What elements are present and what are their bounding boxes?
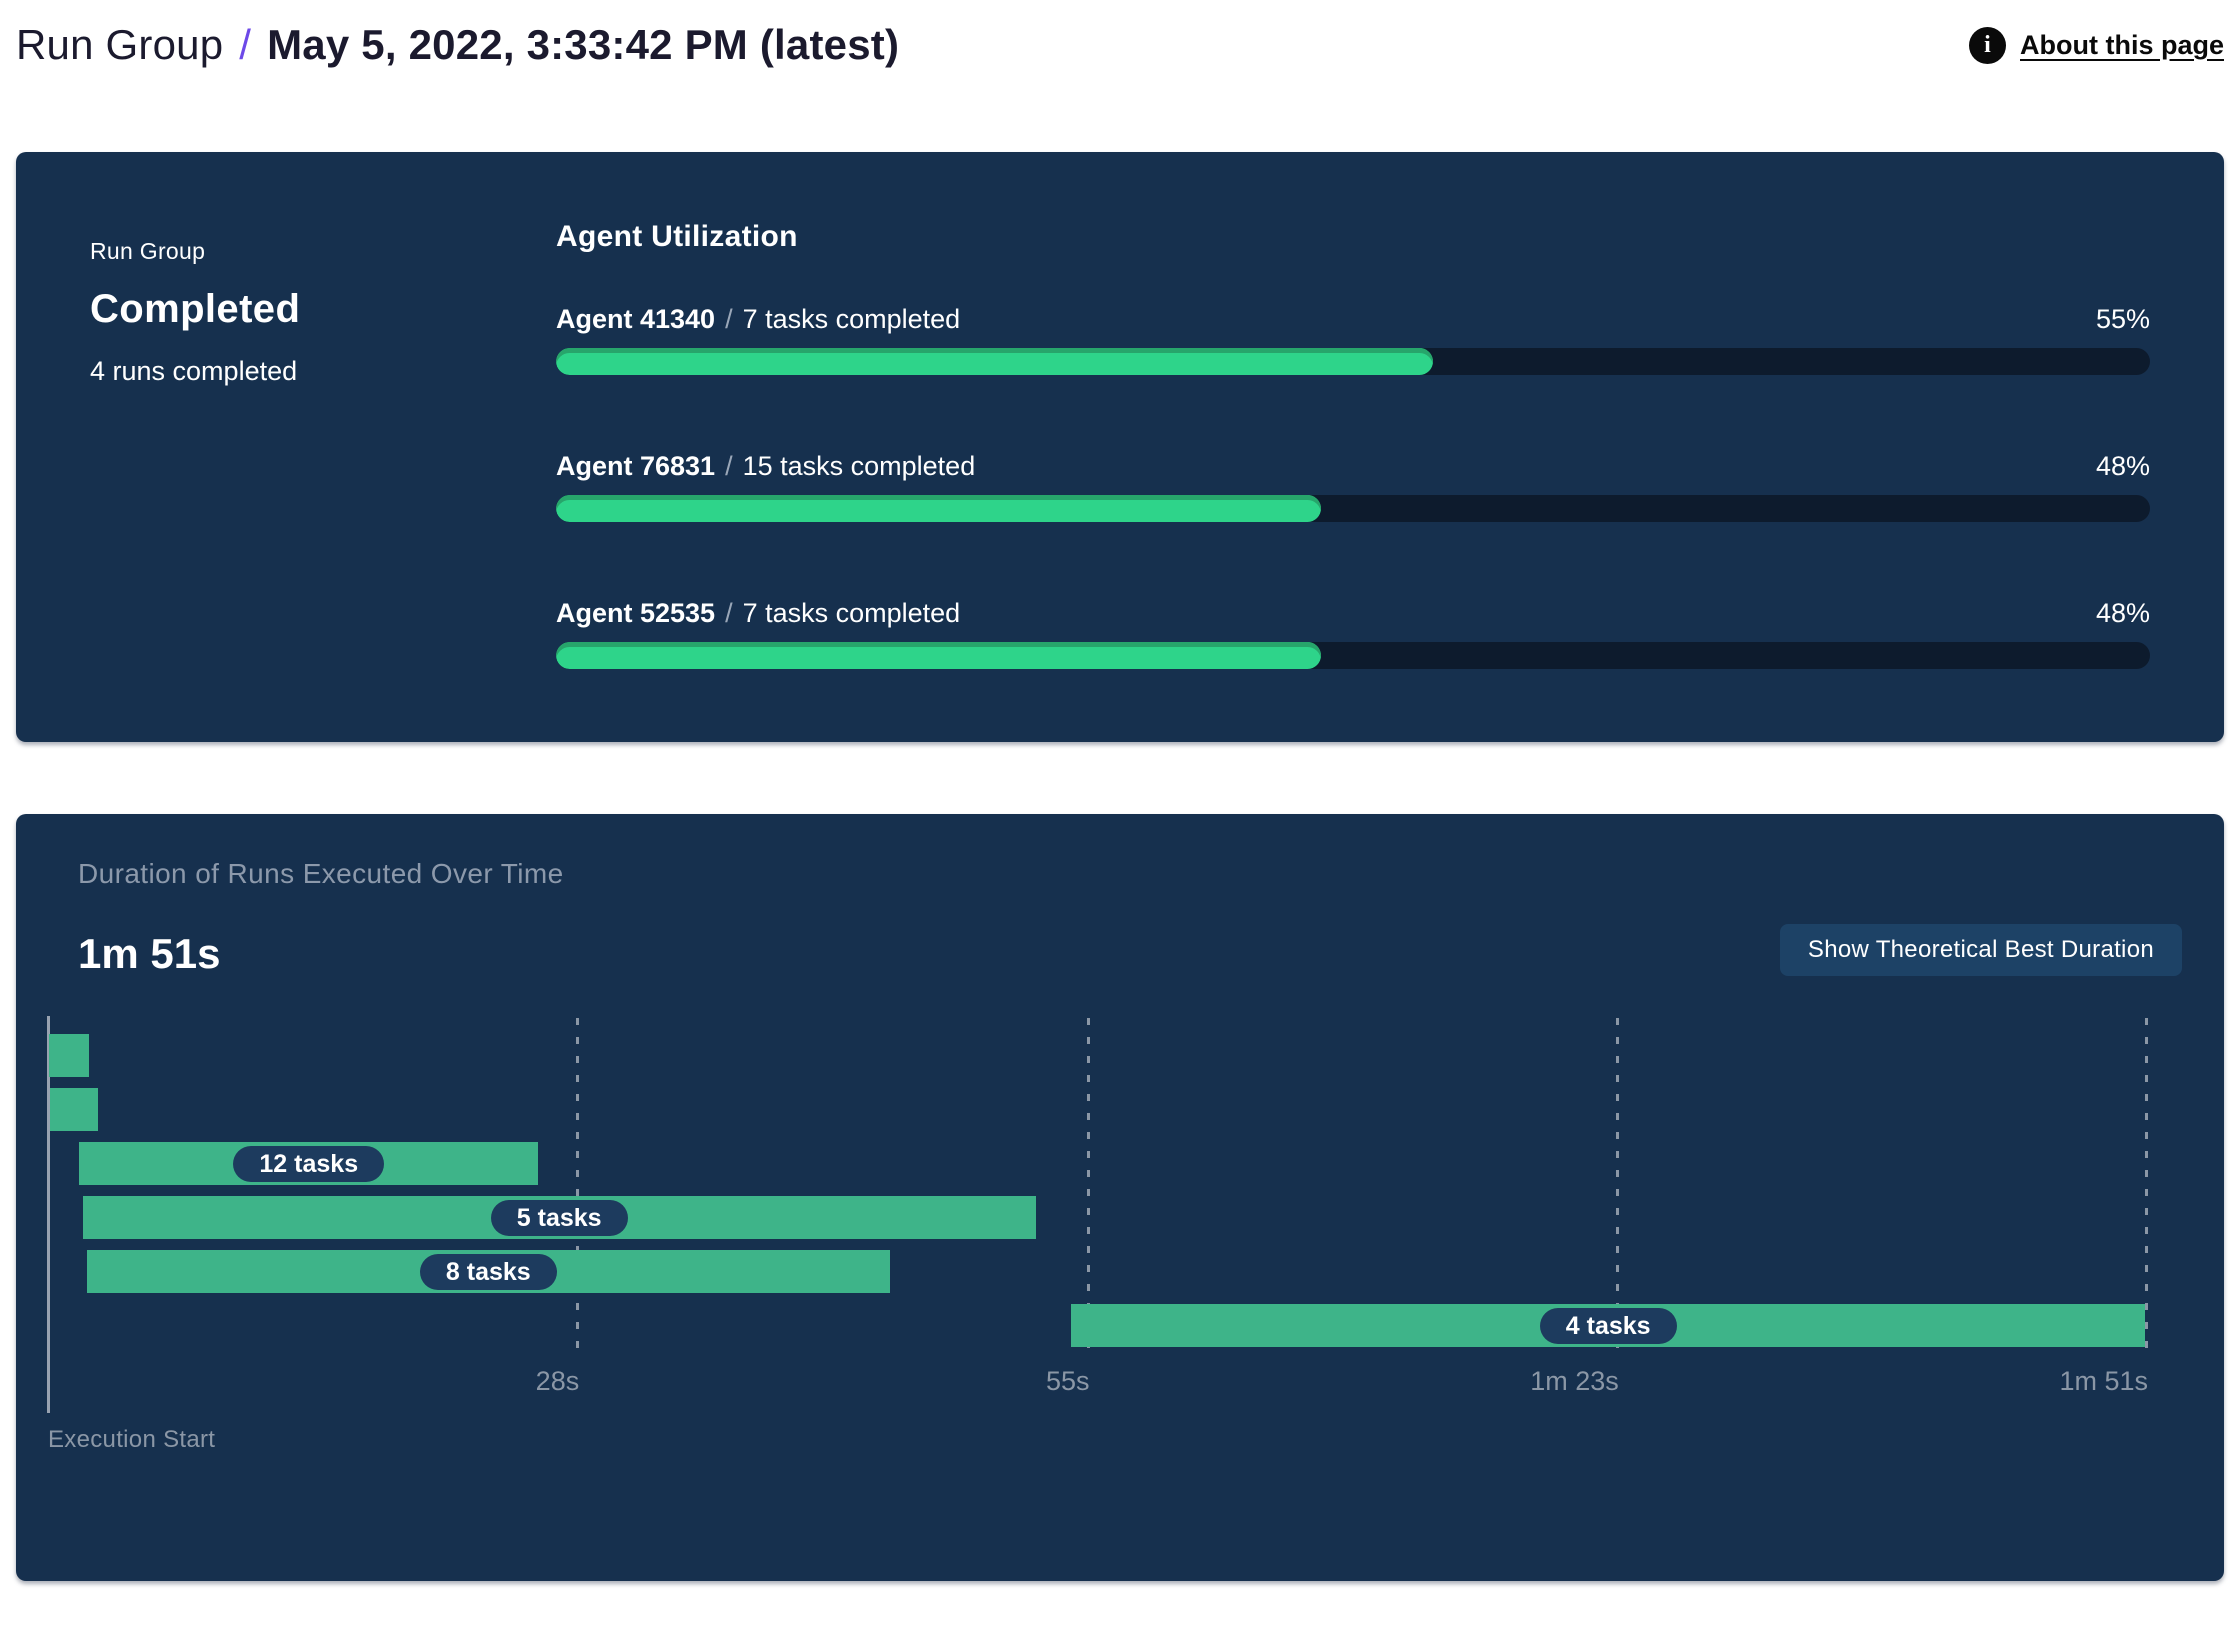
run-duration-bar[interactable] — [48, 1034, 89, 1077]
run-group-label: Run Group — [90, 238, 206, 264]
agent-progress-track — [556, 348, 2150, 375]
gridline-28s — [576, 1018, 580, 1356]
execution-start-axis-line — [47, 1016, 50, 1413]
run-duration-bar[interactable] — [49, 1088, 99, 1131]
page-title: May 5, 2022, 3:33:42 PM (latest) — [267, 21, 900, 68]
axis-tick-label: 28s — [535, 1366, 580, 1396]
gridline-1m23s — [1615, 1018, 1619, 1356]
run-group-status-block: Run Group Completed 4 runs completed — [90, 220, 556, 742]
axis-tick-label: 1m 23s — [1530, 1366, 1619, 1396]
breadcrumb-run-group[interactable]: Run Group — [16, 21, 224, 68]
total-duration-value: 1m 51s — [78, 930, 221, 977]
agent-utilization-section: Agent Utilization Agent 41340 / 7 tasks … — [556, 220, 2150, 742]
task-count-pill: 8 tasks — [419, 1253, 557, 1290]
axis-tick-label: 55s — [1046, 1366, 1090, 1396]
agent-row: Agent 41340 / 7 tasks completed 55% — [556, 304, 2150, 375]
run-duration-bar[interactable]: 8 tasks — [86, 1250, 890, 1293]
agent-progress-fill — [556, 348, 1433, 375]
agent-name: Agent 41340 — [556, 304, 716, 334]
about-this-page-link[interactable]: About this page — [2020, 29, 2224, 60]
axis-tick-label: 1m 51s — [2059, 1366, 2148, 1396]
gridline-1m51s — [2145, 1018, 2148, 1356]
duration-chart-title: Duration of Runs Executed Over Time — [78, 858, 564, 889]
task-count-pill: 12 tasks — [233, 1145, 385, 1182]
breadcrumb-separator: / — [239, 21, 252, 68]
run-duration-bar[interactable]: 4 tasks — [1071, 1304, 2145, 1347]
info-icon[interactable]: i — [1969, 26, 2006, 64]
agent-progress-track — [556, 495, 2150, 522]
task-count-pill: 5 tasks — [490, 1199, 628, 1236]
agent-progress-fill — [556, 642, 1322, 669]
agent-name: Agent 76831 — [556, 451, 716, 481]
page-header: Run Group / May 5, 2022, 3:33:42 PM (lat… — [16, 14, 2224, 76]
page: Run Group / May 5, 2022, 3:33:42 PM (lat… — [0, 14, 2240, 1581]
runs-completed-count: 4 runs completed — [90, 356, 298, 386]
run-group-summary-panel: Run Group Completed 4 runs completed Age… — [16, 152, 2224, 742]
show-theoretical-best-duration-button[interactable]: Show Theoretical Best Duration — [1779, 924, 2182, 976]
agent-tasks-completed: 7 tasks completed — [742, 304, 961, 334]
gridline-55s — [1086, 1018, 1090, 1356]
agent-row: Agent 52535 / 7 tasks completed 48% — [556, 598, 2150, 669]
agent-row: Agent 76831 / 15 tasks completed 48% — [556, 451, 2150, 522]
agent-tasks-completed: 15 tasks completed — [742, 451, 976, 481]
task-count-pill: 4 tasks — [1539, 1307, 1677, 1344]
header-actions: i About this page — [1969, 26, 2224, 64]
run-duration-bar[interactable]: 5 tasks — [82, 1196, 1036, 1239]
agent-utilization-percent: 48% — [2095, 598, 2150, 628]
agent-utilization-title: Agent Utilization — [556, 220, 798, 253]
breadcrumb: Run Group / May 5, 2022, 3:33:42 PM (lat… — [16, 21, 899, 69]
duration-gantt-chart: Execution Start 28s 55s 1m 23s 1m 51s 12 tas… — [47, 1016, 2148, 1468]
run-duration-bar[interactable]: 12 tasks — [79, 1142, 539, 1185]
agent-separator: / — [725, 304, 733, 334]
agent-tasks-completed: 7 tasks completed — [742, 598, 961, 628]
run-group-status: Completed — [90, 287, 301, 331]
duration-panel: Duration of Runs Executed Over Time 1m 5… — [16, 814, 2224, 1581]
agent-progress-track — [556, 642, 2150, 669]
agent-name: Agent 52535 — [556, 598, 716, 628]
agent-utilization-percent: 55% — [2095, 304, 2150, 334]
agent-utilization-percent: 48% — [2095, 451, 2150, 481]
agent-progress-fill — [556, 495, 1322, 522]
agent-separator: / — [725, 598, 733, 628]
execution-start-label: Execution Start — [48, 1426, 216, 1453]
agent-separator: / — [725, 451, 733, 481]
